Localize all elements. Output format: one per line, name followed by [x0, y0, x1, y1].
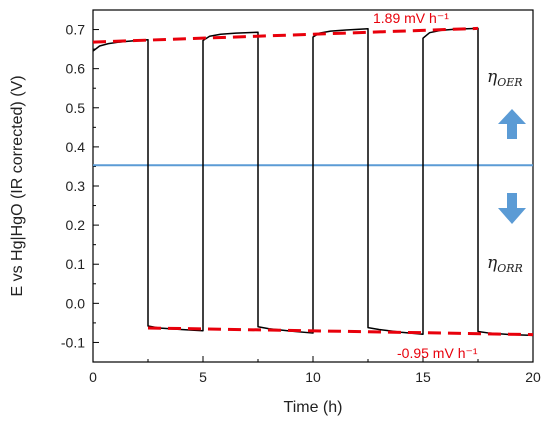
- arrow-up-icon: [498, 109, 526, 139]
- orr-rate-label: -0.95 mV h⁻¹: [397, 345, 478, 361]
- eta-oer-subscript: OER: [497, 76, 522, 89]
- y-axis-ticks: -0.1 0.0 0.1 0.2 0.3 0.4 0.5 0.6 0.7: [61, 22, 99, 350]
- y-tick-label: 0.5: [66, 100, 86, 116]
- eta-orr-label: ηORR: [487, 253, 523, 275]
- y-tick-label: 0.1: [66, 256, 86, 272]
- eta-orr-subscript: ORR: [497, 262, 523, 275]
- y-tick-label: 0.7: [66, 22, 86, 38]
- oer-trend-line: [92, 26, 479, 44]
- x-tick-label: 0: [89, 369, 97, 385]
- x-tick-label: 5: [199, 369, 207, 385]
- orr-trend-line: [147, 326, 534, 337]
- y-tick-label: -0.1: [61, 334, 85, 350]
- y-axis-title: E vs Hg|HgO (IR corrected) (V): [9, 75, 26, 296]
- eta-orr-symbol: η: [487, 253, 498, 273]
- series-layer: [92, 26, 534, 337]
- x-axis-title: Time (h): [284, 399, 343, 416]
- arrow-down-icon: [498, 193, 526, 224]
- y-tick-label: 0.3: [66, 178, 86, 194]
- oer-rate-label: 1.89 mV h⁻¹: [373, 10, 449, 26]
- x-tick-label: 15: [415, 369, 431, 385]
- x-tick-label: 10: [305, 369, 321, 385]
- y-tick-label: 0.6: [66, 61, 86, 77]
- eta-oer-symbol: η: [487, 67, 498, 87]
- potential-trace: [92, 27, 534, 337]
- y-tick-label: 0.4: [66, 139, 86, 155]
- y-tick-label: 0.0: [66, 295, 86, 311]
- x-axis-ticks: 0 5 10 15 20: [89, 356, 541, 385]
- y-tick-label: 0.2: [66, 217, 86, 233]
- x-tick-label: 20: [525, 369, 541, 385]
- eta-oer-label: ηOER: [487, 67, 523, 89]
